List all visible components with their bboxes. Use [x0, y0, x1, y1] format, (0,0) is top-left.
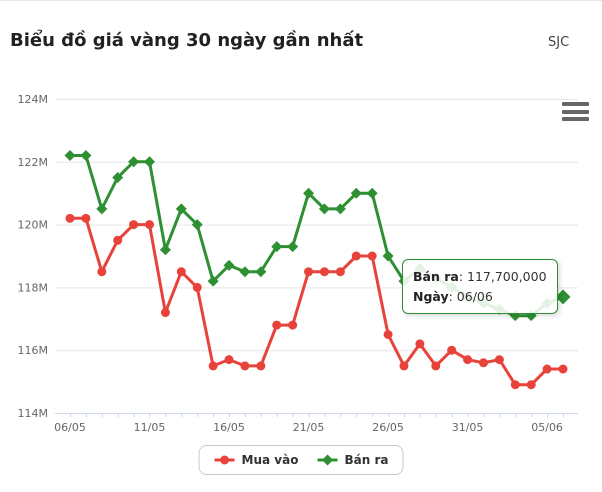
- page-title: Biểu đồ giá vàng 30 ngày gần nhất: [10, 30, 364, 51]
- legend: Mua vào Bán ra: [198, 445, 404, 475]
- svg-text:120M: 120M: [18, 219, 49, 232]
- tooltip-line-price: Bán ra: 117,700,000: [413, 267, 547, 287]
- legend-label-mua-vao: Mua vào: [241, 453, 299, 467]
- svg-text:124M: 124M: [18, 93, 49, 106]
- svg-text:11/05: 11/05: [134, 421, 166, 434]
- svg-text:118M: 118M: [18, 281, 49, 294]
- svg-text:26/05: 26/05: [372, 421, 404, 434]
- svg-text:116M: 116M: [18, 344, 49, 357]
- svg-text:05/06: 05/06: [531, 421, 563, 434]
- svg-text:31/05: 31/05: [452, 421, 484, 434]
- legend-label-ban-ra: Bán ra: [344, 453, 389, 467]
- series-mua-vao[interactable]: [65, 213, 568, 390]
- svg-text:06/05: 06/05: [54, 421, 86, 434]
- legend-item-ban-ra[interactable]: Bán ra: [316, 453, 388, 467]
- hamburger-bar: [562, 109, 589, 114]
- tooltip-series-name: Bán ra: [413, 269, 459, 284]
- hamburger-menu-icon[interactable]: [562, 102, 589, 121]
- source-label: SJC: [548, 35, 570, 50]
- tooltip-date-value: : 06/06: [448, 289, 493, 304]
- hamburger-bar: [562, 117, 589, 121]
- svg-text:16/05: 16/05: [213, 421, 245, 434]
- hamburger-bar: [562, 102, 589, 106]
- x-axis: 06/05 11/05 16/05 21/05 26/05 31/05 05/06: [54, 413, 578, 434]
- svg-text:114M: 114M: [18, 407, 49, 420]
- chart-tooltip: Bán ra: 117,700,000 Ngày: 06/06: [402, 259, 558, 314]
- y-gridlines: 114M 116M 118M 120M 122M 124M: [18, 93, 578, 420]
- tooltip-line-date: Ngày: 06/06: [413, 287, 547, 307]
- svg-text:21/05: 21/05: [293, 421, 325, 434]
- svg-text:122M: 122M: [18, 156, 49, 169]
- tooltip-date-label: Ngày: [413, 289, 449, 304]
- ban-ra-marker-icon: [317, 454, 338, 466]
- legend-item-mua-vao[interactable]: Mua vào: [214, 453, 299, 467]
- mua-vao-marker-icon: [214, 455, 235, 465]
- tooltip-price-value: : 117,700,000: [458, 269, 547, 284]
